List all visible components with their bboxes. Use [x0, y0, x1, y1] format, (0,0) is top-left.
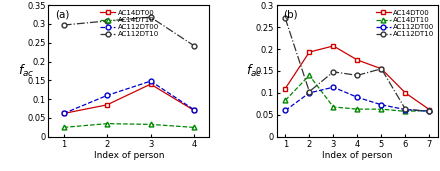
- AC112DT10: [104, 20, 110, 22]
- AC14DT00: [355, 59, 360, 61]
- AC112DT00: [282, 109, 288, 111]
- Line: AC14DT00: AC14DT00: [61, 82, 197, 116]
- AC14DT10: [282, 99, 288, 101]
- AC112DT00: [427, 110, 432, 112]
- Legend: AC14DT00, AC14DT10, AC112DT00, AC112DT10: AC14DT00, AC14DT10, AC112DT00, AC112DT10: [376, 10, 434, 37]
- Line: AC14DT00: AC14DT00: [283, 43, 432, 112]
- AC14DT00: [307, 51, 312, 53]
- AC14DT10: [403, 110, 408, 112]
- AC112DT00: [331, 86, 336, 88]
- Line: AC14DT10: AC14DT10: [61, 121, 197, 130]
- AC14DT00: [104, 104, 110, 106]
- AC14DT10: [307, 74, 312, 76]
- AC14DT00: [61, 113, 66, 115]
- AC112DT10: [61, 24, 66, 26]
- AC112DT00: [61, 113, 66, 115]
- AC14DT10: [331, 106, 336, 108]
- Text: (a): (a): [55, 9, 69, 19]
- AC14DT00: [331, 45, 336, 47]
- AC112DT10: [427, 110, 432, 112]
- AC14DT10: [427, 109, 432, 111]
- AC112DT00: [191, 109, 197, 111]
- AC112DT00: [379, 104, 384, 106]
- AC112DT10: [191, 45, 197, 47]
- Line: AC112DT00: AC112DT00: [283, 85, 432, 114]
- AC14DT10: [191, 126, 197, 128]
- X-axis label: Index of person: Index of person: [322, 151, 392, 160]
- AC112DT10: [379, 68, 384, 70]
- AC14DT10: [61, 126, 66, 128]
- Y-axis label: $f_{ac}$: $f_{ac}$: [18, 63, 34, 79]
- Line: AC112DT10: AC112DT10: [61, 15, 197, 48]
- Legend: AC14DT00, AC14DT10, AC112DT00, AC112DT10: AC14DT00, AC14DT10, AC112DT00, AC112DT10: [100, 10, 159, 37]
- AC112DT00: [355, 96, 360, 98]
- AC112DT10: [403, 108, 408, 110]
- AC14DT00: [282, 88, 288, 90]
- AC112DT10: [282, 17, 288, 19]
- Line: AC112DT10: AC112DT10: [283, 16, 432, 114]
- AC112DT10: [355, 74, 360, 76]
- AC112DT10: [331, 71, 336, 73]
- AC112DT10: [148, 16, 153, 18]
- Line: AC14DT10: AC14DT10: [283, 73, 432, 114]
- Y-axis label: $f_{ac}$: $f_{ac}$: [246, 63, 263, 79]
- AC14DT00: [403, 92, 408, 94]
- AC112DT00: [104, 94, 110, 96]
- AC14DT10: [148, 123, 153, 125]
- AC14DT00: [191, 109, 197, 111]
- AC112DT00: [148, 80, 153, 82]
- AC14DT00: [148, 83, 153, 85]
- AC112DT00: [403, 109, 408, 111]
- AC14DT00: [379, 68, 384, 70]
- AC14DT10: [104, 123, 110, 125]
- AC14DT10: [355, 108, 360, 110]
- AC112DT00: [307, 92, 312, 94]
- AC14DT10: [379, 108, 384, 110]
- AC112DT10: [307, 91, 312, 93]
- AC14DT00: [427, 109, 432, 111]
- Line: AC112DT00: AC112DT00: [61, 79, 197, 116]
- X-axis label: Index of person: Index of person: [94, 151, 164, 160]
- Text: (b): (b): [283, 9, 298, 19]
